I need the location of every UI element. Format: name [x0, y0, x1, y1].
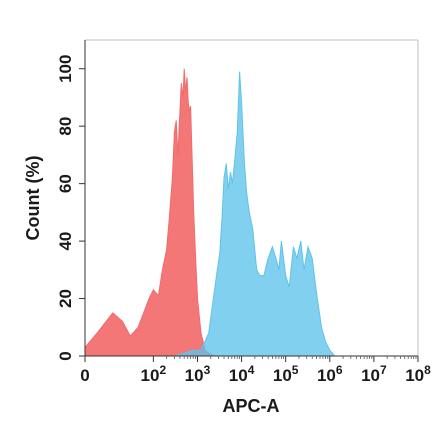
y-tick-label: 80: [56, 117, 75, 136]
y-tick-label: 40: [56, 232, 75, 251]
series-area-2: [174, 71, 336, 357]
x-tick-label: 103: [185, 363, 211, 385]
y-tick-label: 60: [56, 174, 75, 193]
y-tick-label: 100: [56, 55, 75, 83]
x-tick-label: 107: [361, 363, 387, 385]
plot-frame: [84, 39, 419, 357]
x-tick-label: 108: [405, 363, 431, 385]
y-axis-ticks: 0 20 40 60 80 100: [56, 55, 85, 361]
x-tick-label: 106: [317, 363, 343, 385]
series-layer: [84, 68, 336, 357]
x-tick-label: 102: [141, 363, 167, 385]
x-axis-ticks: 0 102 103 104 105 106 107 108: [80, 356, 431, 385]
series-area-1: [84, 68, 216, 357]
x-tick-label: 0: [80, 366, 89, 385]
x-tick-label: 104: [229, 363, 255, 385]
y-axis-title: Count (%): [23, 156, 43, 241]
y-tick-label: 0: [56, 351, 75, 360]
x-tick-label: 105: [273, 363, 299, 385]
x-axis-title: APC-A: [223, 396, 280, 416]
y-tick-label: 20: [56, 289, 75, 308]
